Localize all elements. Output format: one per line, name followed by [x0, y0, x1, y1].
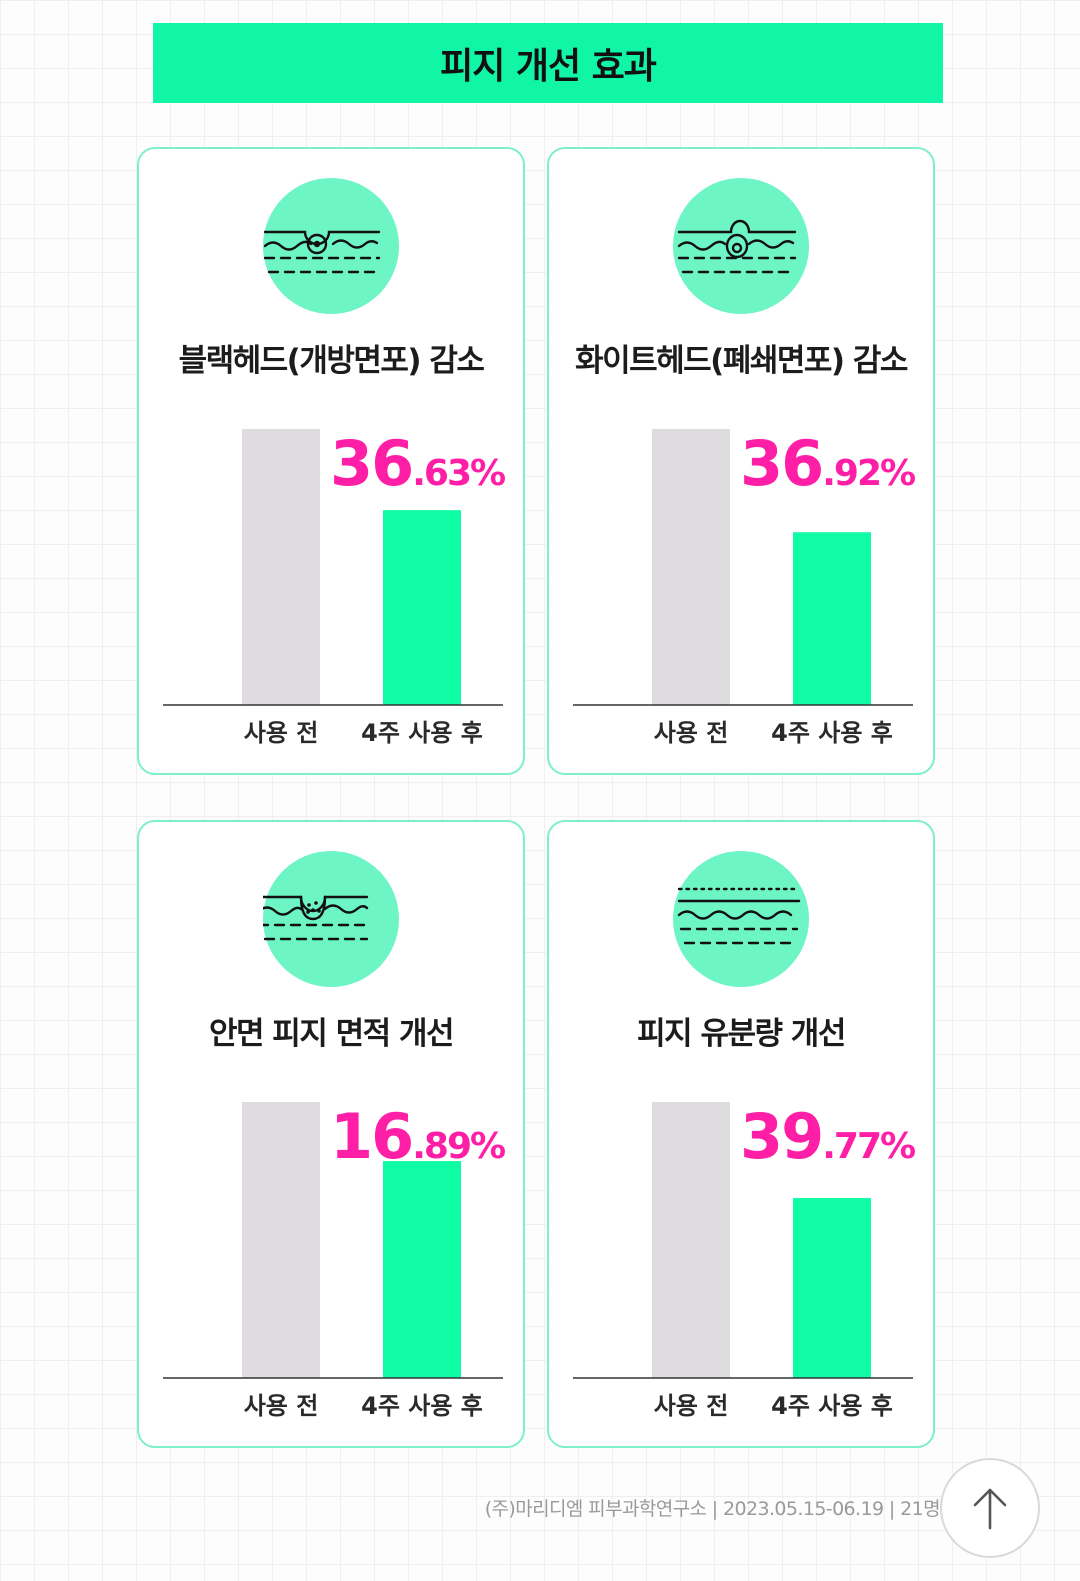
- section-title: 피지 개선 효과: [440, 46, 657, 87]
- bar-before: [652, 429, 730, 705]
- chart-title: 안면 피지 면적 개선: [208, 1016, 455, 1052]
- source-footnote: (주)마리디엠 피부과학연구소 | 2023.05.15-06.19 | 21명: [484, 1498, 941, 1520]
- bar-after: [793, 1198, 871, 1378]
- change-percent-label: 36.92%: [740, 427, 915, 500]
- change-percent-label: 16.89%: [330, 1100, 505, 1173]
- bar-before: [242, 1102, 320, 1378]
- section-title-banner: 피지 개선 효과: [153, 23, 943, 103]
- chart-title: 블랙헤드(개방면포) 감소: [178, 343, 485, 379]
- bar-after: [793, 532, 871, 705]
- change-percent-integer: 39: [740, 1100, 822, 1173]
- category-label: 4주 사용 후: [771, 719, 893, 747]
- chart-card-sebum-area: 안면 피지 면적 개선 사용 전 4주 사용 후 16.89%: [137, 820, 525, 1448]
- sebum-oil-icon: [673, 851, 809, 987]
- chart-sebum-oil: 사용 전 4주 사용 후 39.77%: [573, 1100, 917, 1420]
- category-label: 사용 전: [244, 1392, 319, 1420]
- chart-card-blackhead: 블랙헤드(개방면포) 감소 사용 전 4주 사용 후 36.63%: [137, 147, 525, 775]
- chart-sebum-area: 사용 전 4주 사용 후 16.89%: [163, 1100, 507, 1420]
- chart-blackhead: 사용 전 4주 사용 후 36.63%: [163, 427, 507, 747]
- bar-after: [383, 1161, 461, 1378]
- bar-before: [242, 429, 320, 705]
- change-percent-label: 36.63%: [330, 427, 505, 500]
- category-label: 사용 전: [654, 719, 729, 747]
- category-label: 4주 사용 후: [771, 1392, 893, 1420]
- scroll-to-top-button[interactable]: [940, 1458, 1040, 1558]
- whitehead-pore-icon: [673, 178, 809, 314]
- chart-card-sebum-oil: 피지 유분량 개선 사용 전 4주 사용 후 39.77%: [547, 820, 935, 1448]
- bar-after: [383, 510, 461, 705]
- arrow-up-icon: [973, 1488, 1007, 1530]
- change-percent-integer: 36: [740, 427, 822, 500]
- change-percent-integer: 16: [330, 1100, 412, 1173]
- category-label: 4주 사용 후: [361, 719, 483, 747]
- blackhead-pore-icon: [263, 178, 399, 314]
- change-percent-decimal: .63%: [412, 453, 505, 494]
- category-label: 사용 전: [244, 719, 319, 747]
- bar-before: [652, 1102, 730, 1378]
- sebum-area-icon: [263, 851, 399, 987]
- chart-whitehead: 사용 전 4주 사용 후 36.92%: [573, 427, 917, 747]
- category-label: 사용 전: [654, 1392, 729, 1420]
- chart-title: 피지 유분량 개선: [637, 1016, 846, 1052]
- chart-title: 화이트헤드(폐쇄면포) 감소: [575, 343, 908, 379]
- change-percent-decimal: .92%: [822, 453, 915, 494]
- change-percent-decimal: .77%: [822, 1126, 915, 1167]
- change-percent-integer: 36: [330, 427, 412, 500]
- category-label: 4주 사용 후: [361, 1392, 483, 1420]
- chart-card-whitehead: 화이트헤드(폐쇄면포) 감소 사용 전 4주 사용 후 36.92%: [547, 147, 935, 775]
- change-percent-decimal: .89%: [412, 1126, 505, 1167]
- change-percent-label: 39.77%: [740, 1100, 915, 1173]
